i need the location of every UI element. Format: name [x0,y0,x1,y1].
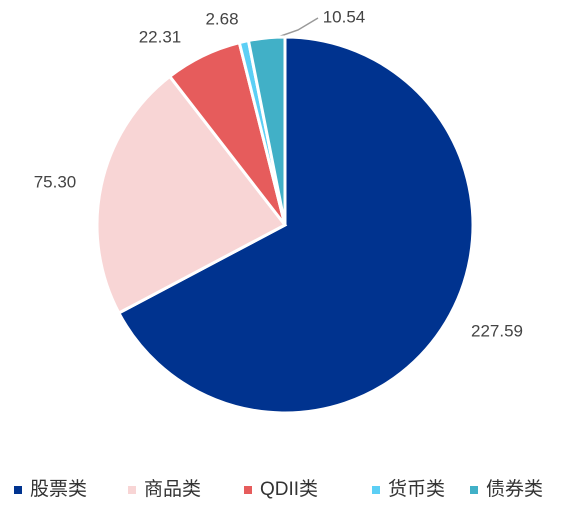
legend-marker [470,486,478,494]
legend-label: 货币类 [388,478,445,500]
pie-slice [116,35,475,415]
data-label: 227.59 [471,321,523,340]
pie-slice [246,35,287,226]
legend-label: QDII类 [260,478,318,500]
data-label: 22.31 [139,27,182,46]
data-label: 2.68 [205,9,238,28]
legend-marker [128,486,136,494]
legend-label: 商品类 [144,478,201,500]
legend-marker [372,486,380,494]
legend-label: 债券类 [486,478,543,500]
legend-marker [14,486,22,494]
data-label: 75.30 [34,172,77,191]
legend-label: 股票类 [30,478,87,500]
legend-marker [244,486,252,494]
data-label: 10.54 [323,7,366,26]
pie-slice [95,74,288,315]
